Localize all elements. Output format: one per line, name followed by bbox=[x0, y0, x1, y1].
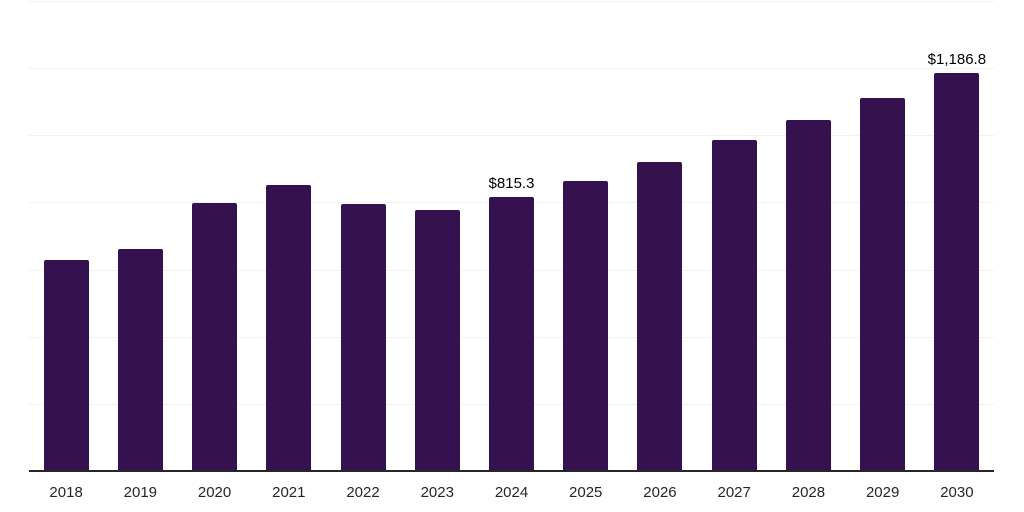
bar-2025 bbox=[563, 181, 609, 471]
x-tick-label-2023: 2023 bbox=[420, 484, 454, 501]
x-tick-label-2030: 2030 bbox=[940, 484, 974, 501]
x-tick-label-2027: 2027 bbox=[717, 484, 751, 501]
bar-2023 bbox=[414, 210, 460, 471]
x-tick-label-2022: 2022 bbox=[346, 484, 380, 501]
x-tick-label-2024: 2024 bbox=[494, 484, 529, 501]
bar-2027 bbox=[711, 140, 757, 471]
gridline-1000 bbox=[29, 135, 994, 137]
bar-2029 bbox=[860, 98, 906, 471]
x-tick-label-2020: 2020 bbox=[197, 484, 232, 501]
gridline-1200 bbox=[29, 68, 994, 70]
bar-value-label-2030: $1,186.8 bbox=[927, 50, 987, 68]
x-axis-line bbox=[29, 470, 994, 472]
bar-2024 bbox=[489, 197, 534, 471]
x-tick-label-2018: 2018 bbox=[49, 484, 83, 501]
bar-2022 bbox=[340, 204, 386, 471]
bar-2030 bbox=[934, 72, 980, 471]
bar-2020 bbox=[192, 203, 238, 471]
x-tick-label-2026: 2026 bbox=[643, 484, 677, 501]
x-tick-label-2021: 2021 bbox=[272, 484, 306, 501]
bar-value-label-2024: $815.3 bbox=[488, 175, 535, 193]
x-tick-label-2025: 2025 bbox=[569, 484, 603, 501]
bar-2021 bbox=[266, 185, 312, 471]
x-tick-label-2019: 2019 bbox=[123, 484, 158, 501]
x-tick-label-2029: 2029 bbox=[865, 484, 900, 501]
bar-2018 bbox=[43, 260, 89, 471]
bar-2028 bbox=[785, 120, 831, 471]
gridline-1400 bbox=[29, 1, 994, 2]
bar-2026 bbox=[637, 162, 683, 471]
plot-area: $815.3 $1,186.8 bbox=[29, 1, 994, 471]
bar-2019 bbox=[117, 249, 163, 471]
x-tick-label-2028: 2028 bbox=[791, 484, 826, 501]
